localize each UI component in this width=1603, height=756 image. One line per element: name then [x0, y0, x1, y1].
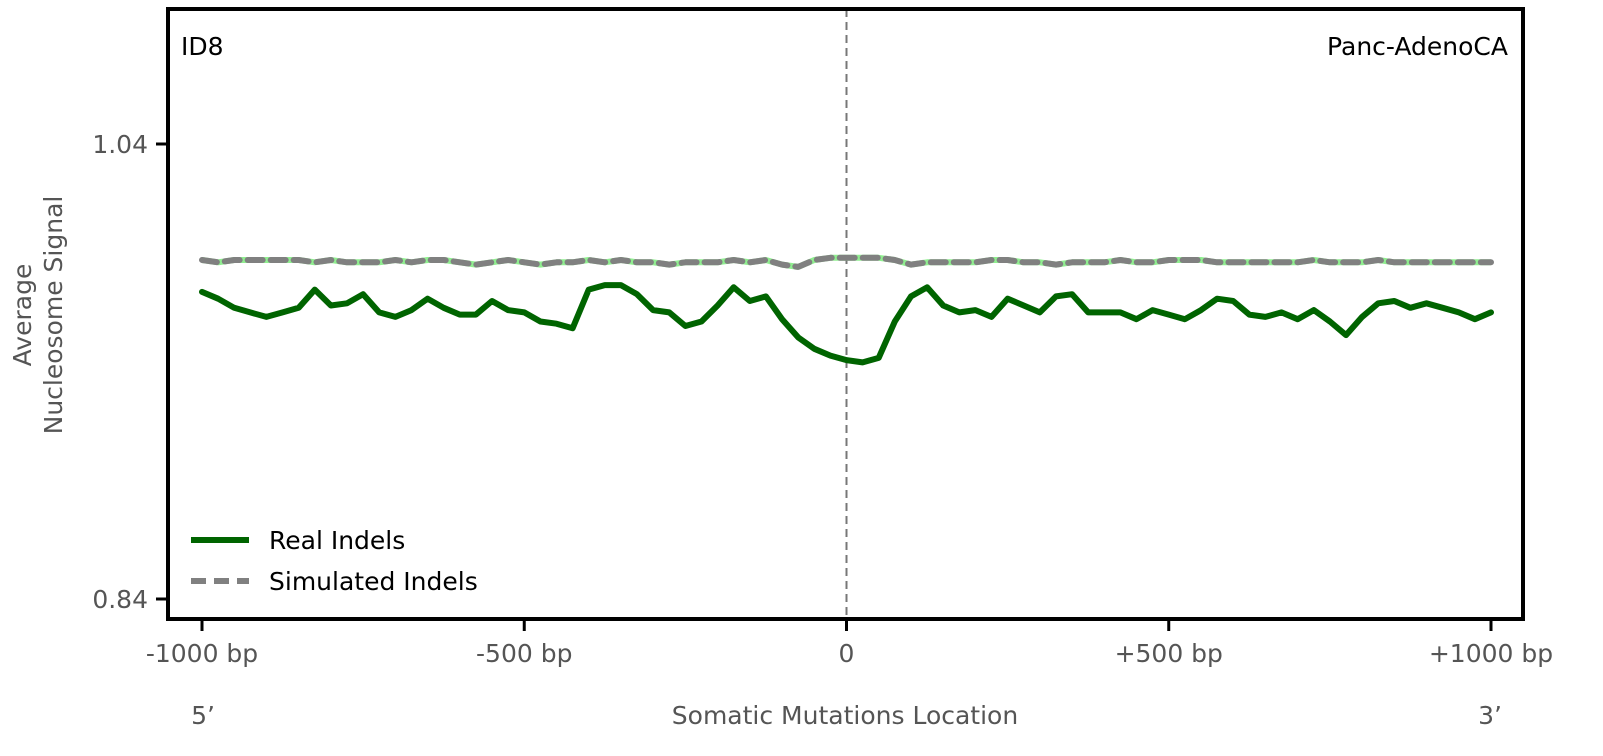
legend-label-simulated-indels: Simulated Indels	[269, 567, 478, 596]
x-axis-label: Somatic Mutations Location	[672, 701, 1018, 730]
series-line-simulated-indels	[199, 254, 1494, 270]
x-tick-label: -500 bp	[476, 639, 572, 668]
panel-label: ID8	[181, 32, 224, 61]
x-tick-label: -1000 bp	[146, 639, 258, 668]
x-tick-label: +1000 bp	[1429, 639, 1553, 668]
series-layer	[199, 254, 1494, 366]
y-tick-label: 1.04	[92, 130, 148, 159]
y-axis-label-line2: Nucleosome Signal	[39, 196, 68, 435]
cancer-type-label: Panc-AdenoCA	[1327, 32, 1508, 61]
y-axis-label-line1: Average	[8, 264, 37, 367]
series-line-real-indels	[199, 282, 1494, 366]
axis-ticks: -1000 bp -500 bp 0 +500 bp +1000 bp 0.84 1.04	[92, 130, 1553, 668]
legend-label-real-indels: Real Indels	[269, 526, 405, 555]
legend: Real Indels Simulated Indels	[191, 526, 478, 596]
x-tick-label: 0	[839, 639, 855, 668]
three-prime-label: 3’	[1478, 701, 1502, 730]
y-tick-label: 0.84	[92, 585, 148, 614]
five-prime-label: 5’	[191, 701, 215, 730]
x-tick-label: +500 bp	[1115, 639, 1223, 668]
